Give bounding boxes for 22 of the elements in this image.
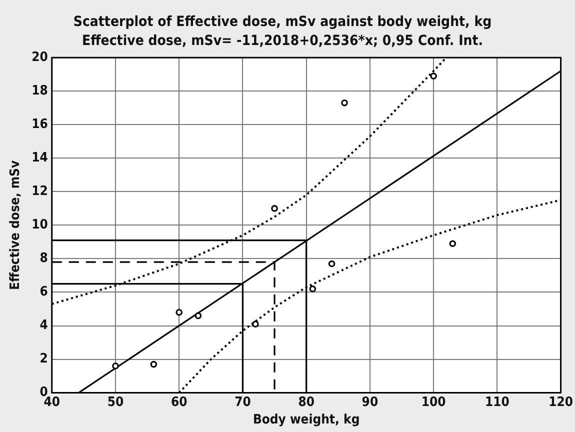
x-axis-title: Body weight, kg [252,412,360,428]
y-tick-label: 12 [32,184,48,200]
chart-subtitle: Effective dose, mSv= -11,2018+0,2536*x; 0,95 Conf. Int. [82,32,484,49]
y-axis-title: Effective dose, mSv [8,160,24,290]
y-tick-label: 10 [32,218,48,233]
x-tick-label: 120 [548,394,574,410]
x-tick-label: 70 [234,394,251,410]
y-tick-label: 20 [32,50,48,65]
y-tick-label: 4 [40,318,48,334]
y-tick-label: 6 [40,284,48,300]
y-tick-label: 14 [32,150,48,166]
chart-title: Scatterplot of Effective dose, mSv against body weight, kg [73,14,492,30]
x-tick-label: 90 [362,394,378,410]
y-tick-label: 18 [32,83,48,98]
y-tick-label: 2 [40,352,48,367]
y-tick-label: 16 [32,117,48,132]
x-tick-label: 50 [107,394,124,410]
x-tick-label: 110 [484,394,510,410]
x-tick-label: 60 [170,394,188,410]
x-tick-label: 80 [298,394,314,410]
y-tick-label: 8 [40,251,48,266]
x-tick-label: 100 [421,394,446,410]
